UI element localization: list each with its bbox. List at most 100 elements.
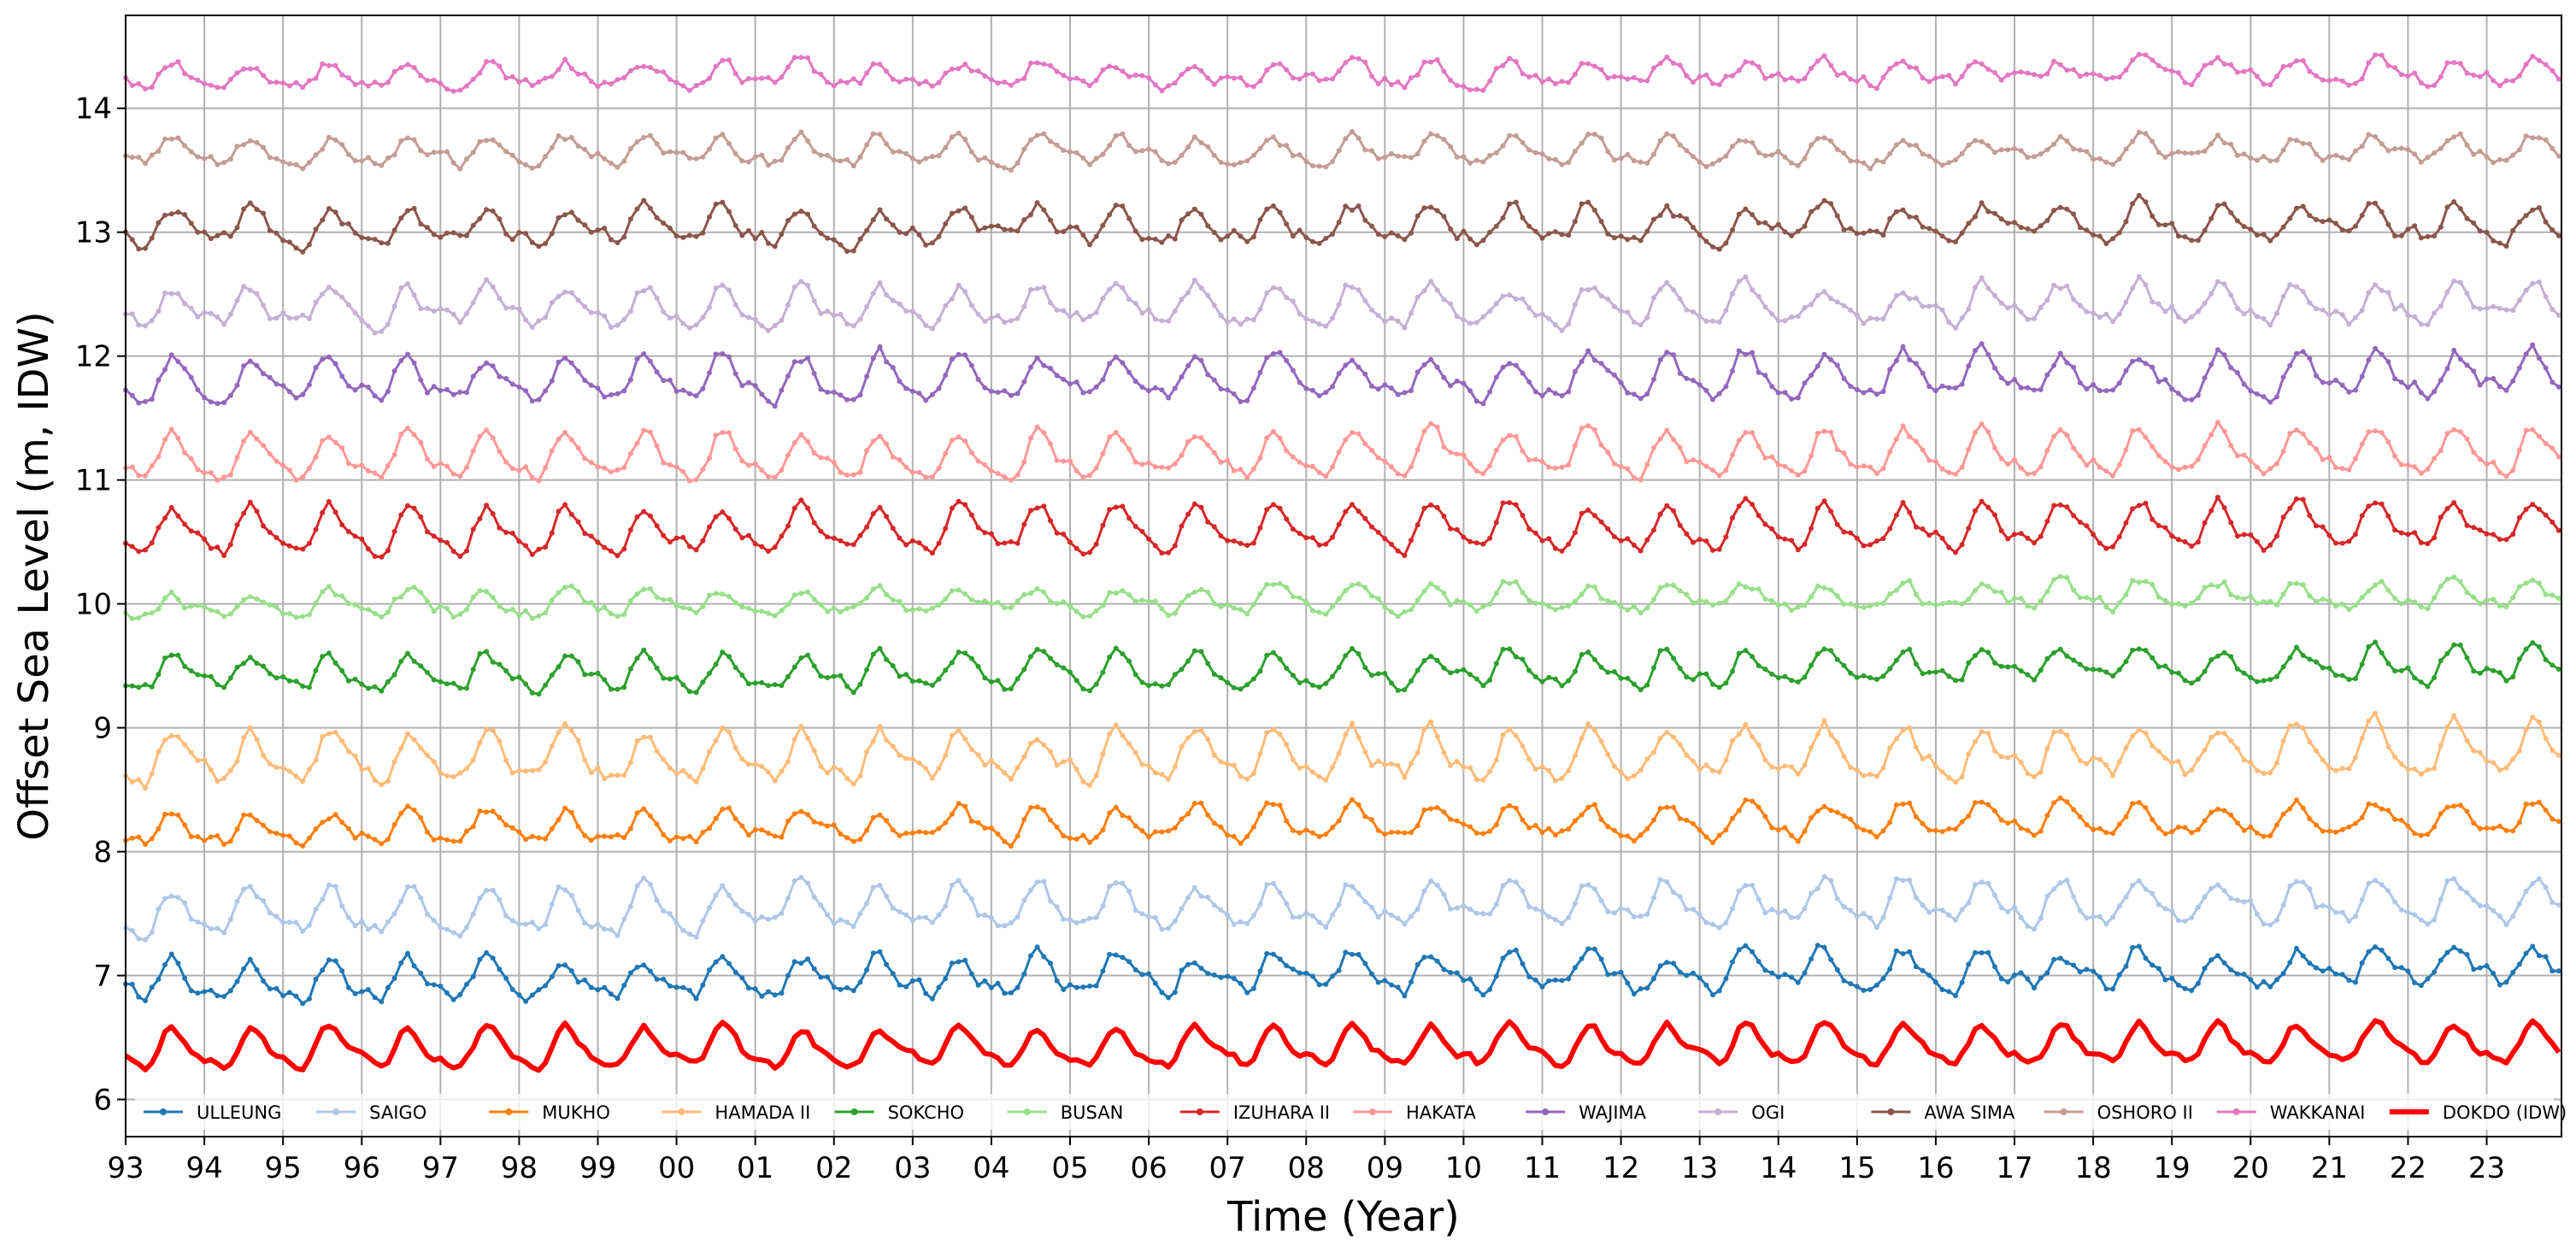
series-point-4 (2287, 655, 2293, 661)
series-point-6 (634, 514, 640, 520)
series-point-9 (2536, 279, 2542, 285)
series-point-5 (1166, 613, 1172, 618)
series-point-8 (2005, 380, 2011, 386)
series-point-9 (1054, 307, 1060, 313)
series-point-10 (2123, 219, 2129, 225)
series-point-0 (1907, 949, 1913, 955)
series-point-7 (2057, 427, 2063, 432)
series-point-12 (1802, 76, 1808, 81)
series-point-9 (2503, 307, 2509, 313)
series-point-0 (1172, 990, 1178, 996)
series-point-3 (273, 765, 279, 770)
series-point-12 (1250, 84, 1256, 90)
series-point-6 (300, 546, 306, 552)
series-point-6 (1828, 508, 1834, 514)
series-point-6 (2077, 520, 2083, 525)
series-point-2 (202, 838, 208, 843)
series-point-12 (1959, 73, 1965, 79)
series-point-4 (2064, 653, 2070, 659)
series-point-11 (686, 156, 692, 162)
series-point-3 (1428, 719, 1434, 725)
series-point-7 (1375, 455, 1381, 461)
series-point-2 (1611, 827, 1617, 833)
series-point-12 (2353, 80, 2358, 86)
series-point-2 (136, 834, 142, 840)
series-point-6 (1316, 542, 1322, 548)
series-point-0 (1316, 982, 1322, 988)
series-point-12 (221, 85, 227, 91)
series-point-2 (772, 833, 778, 839)
series-point-8 (582, 378, 588, 384)
series-point-0 (2457, 948, 2463, 954)
series-point-7 (1414, 447, 1420, 453)
series-point-7 (1992, 445, 1997, 451)
series-point-4 (1015, 676, 1020, 682)
series-point-9 (568, 290, 574, 296)
series-point-12 (2339, 78, 2345, 84)
series-point-6 (1946, 544, 1952, 550)
series-point-11 (1113, 132, 1119, 138)
series-point-7 (588, 460, 594, 466)
series-point-9 (1356, 287, 1362, 293)
series-point-1 (1848, 908, 1854, 914)
series-point-0 (772, 992, 778, 998)
series-point-3 (2150, 743, 2155, 749)
series-point-0 (1691, 970, 1696, 976)
series-point-4 (2543, 656, 2549, 662)
series-point-11 (2189, 150, 2195, 156)
series-point-0 (838, 986, 844, 992)
series-point-3 (1441, 749, 1447, 755)
series-point-6 (2550, 520, 2555, 525)
series-point-12 (143, 86, 148, 91)
series-point-11 (1861, 160, 1867, 166)
series-point-12 (1002, 79, 1008, 85)
series-point-3 (2359, 735, 2365, 741)
series-point-8 (588, 382, 594, 388)
series-point-10 (1959, 230, 1965, 236)
series-point-1 (523, 921, 529, 927)
series-point-9 (2444, 289, 2450, 295)
series-point-3 (2425, 767, 2431, 773)
series-point-3 (188, 749, 194, 755)
series-point-2 (949, 811, 955, 817)
series-point-2 (227, 838, 233, 844)
series-point-2 (1598, 817, 1604, 822)
series-point-9 (1238, 321, 1244, 327)
series-point-7 (516, 467, 522, 473)
series-point-6 (1750, 502, 1756, 508)
series-point-2 (1651, 817, 1656, 823)
series-point-6 (2214, 494, 2220, 500)
series-point-10 (2169, 220, 2175, 226)
series-point-12 (693, 83, 699, 89)
series-point-3 (1250, 771, 1256, 777)
series-point-2 (1854, 824, 1860, 830)
series-point-6 (1998, 528, 2004, 533)
series-point-3 (2182, 772, 2188, 778)
series-point-12 (752, 76, 758, 82)
series-point-10 (313, 226, 319, 232)
series-point-10 (2516, 219, 2522, 225)
series-point-2 (2333, 829, 2338, 835)
series-point-10 (1159, 239, 1165, 245)
series-point-9 (2379, 288, 2385, 293)
series-point-7 (1959, 464, 1965, 470)
series-point-12 (1769, 73, 1775, 79)
series-point-2 (2366, 801, 2372, 807)
series-point-9 (1448, 301, 1454, 307)
series-point-7 (313, 454, 319, 460)
series-point-12 (1323, 76, 1329, 82)
series-point-11 (1887, 150, 1893, 156)
series-point-4 (2385, 661, 2391, 667)
series-point-1 (1015, 914, 1020, 920)
series-point-12 (2077, 73, 2083, 79)
series-point-11 (418, 148, 424, 154)
legend-label: HAKATA (1406, 1102, 1476, 1123)
series-point-8 (1231, 391, 1237, 397)
series-point-11 (1552, 156, 1558, 162)
series-point-7 (1132, 459, 1138, 465)
series-point-9 (1034, 285, 1040, 291)
series-point-8 (1244, 397, 1250, 403)
series-point-3 (1172, 764, 1178, 770)
series-point-7 (647, 429, 653, 435)
series-point-4 (1992, 660, 1997, 666)
